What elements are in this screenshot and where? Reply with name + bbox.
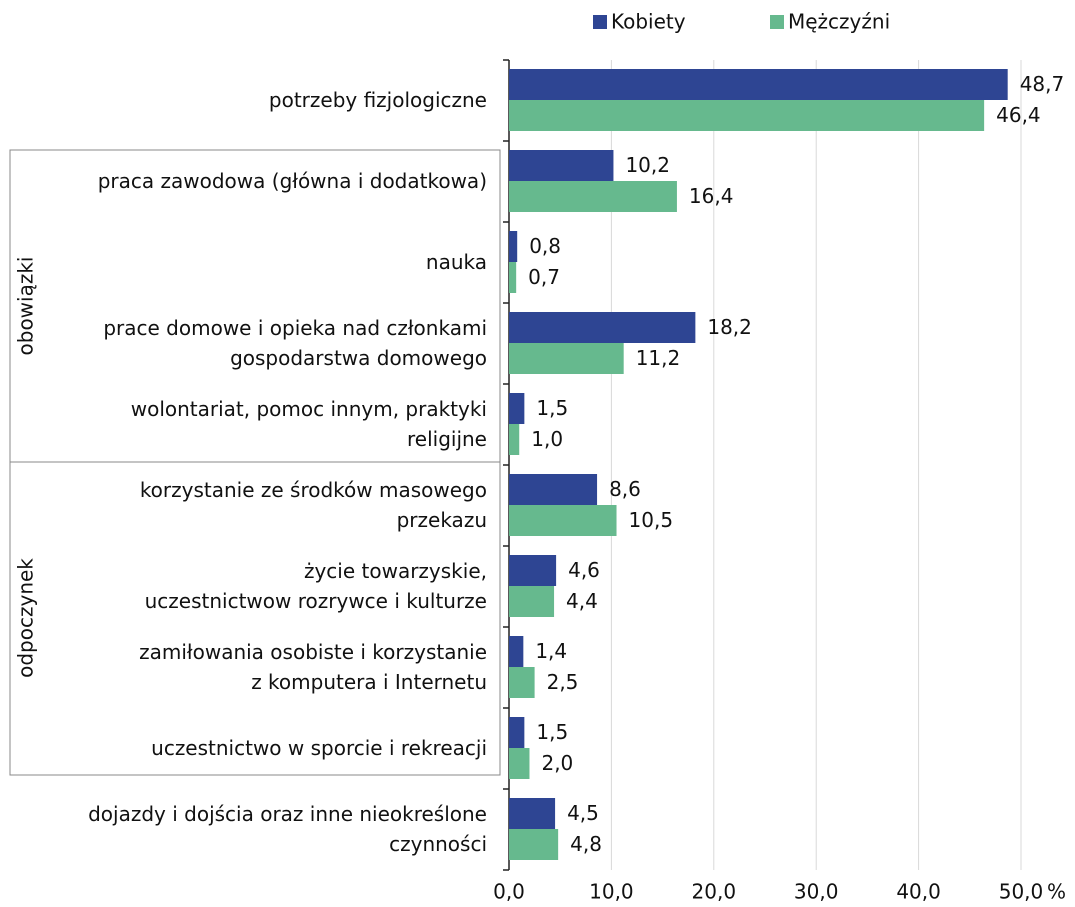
bar: [509, 505, 617, 536]
legend-label: Kobiety: [611, 10, 686, 34]
category-label: wolontariat, pomoc innym, praktyki relig…: [130, 397, 487, 451]
value-label: 2,0: [541, 751, 573, 775]
bar: [509, 748, 530, 779]
category-label: uczestnictwo w sporcie i rekreacji: [151, 736, 487, 760]
value-label: 10,2: [625, 153, 670, 177]
value-label: 4,4: [566, 589, 598, 613]
value-label: 4,8: [570, 832, 602, 856]
bar: [509, 474, 598, 505]
x-tick-label: 30,0: [794, 880, 839, 904]
category-label: korzystanie ze środków masowego przekazu: [139, 478, 487, 532]
category-label: dojazdy i dojścia oraz inne nieokreślone…: [88, 802, 487, 856]
value-label: 1,5: [536, 396, 568, 420]
bar: [509, 717, 525, 748]
bar: [509, 424, 520, 455]
value-label: 11,2: [636, 346, 681, 370]
bar: [509, 393, 525, 424]
group-label: odpoczynek: [14, 558, 38, 678]
bar: [509, 150, 614, 181]
x-unit: %: [1047, 880, 1066, 904]
category-label: praca zawodowa (główna i dodatkowa): [97, 169, 487, 193]
bar: [509, 667, 535, 698]
category-label: życie towarzyskie, uczestnictwow rozrywc…: [144, 559, 487, 613]
value-label: 10,5: [629, 508, 674, 532]
bar: [509, 555, 557, 586]
x-tick-label: 20,0: [692, 880, 737, 904]
bar: [509, 586, 555, 617]
x-tick-label: 40,0: [896, 880, 941, 904]
category-label: zamiłowania osobiste i korzystanie z kom…: [139, 640, 487, 694]
legend-swatch: [770, 15, 784, 29]
legend-swatch: [593, 15, 607, 29]
value-label: 1,5: [536, 720, 568, 744]
bar: [509, 100, 985, 131]
value-label: 2,5: [547, 670, 579, 694]
value-label: 1,0: [531, 427, 563, 451]
value-label: 16,4: [689, 184, 734, 208]
value-label: 4,6: [568, 558, 600, 582]
bar: [509, 829, 559, 860]
value-label: 0,8: [529, 234, 561, 258]
group-box: [9, 461, 501, 776]
bar: [509, 312, 696, 343]
x-tick-label: 0,0: [493, 880, 525, 904]
x-tick-label: 50,0: [999, 880, 1044, 904]
bar: [509, 181, 677, 212]
category-label: nauka: [425, 250, 487, 274]
value-label: 46,4: [996, 103, 1041, 127]
legend-label: Mężczyźni: [788, 10, 890, 34]
bar: [509, 69, 1008, 100]
value-label: 0,7: [528, 265, 560, 289]
value-label: 8,6: [609, 477, 641, 501]
bar: [509, 798, 556, 829]
value-label: 1,4: [535, 639, 567, 663]
value-label: 4,5: [567, 801, 599, 825]
bar: [509, 262, 517, 293]
bar: [509, 636, 524, 667]
group-label: obowiązki: [14, 257, 38, 356]
bar: [509, 343, 624, 374]
value-label: 48,7: [1020, 72, 1065, 96]
category-label: prace domowe i opieka nad członkami gosp…: [103, 316, 487, 370]
x-tick-label: 10,0: [589, 880, 634, 904]
bar: [509, 231, 518, 262]
category-label: potrzeby fizjologiczne: [268, 88, 487, 112]
value-label: 18,2: [707, 315, 752, 339]
